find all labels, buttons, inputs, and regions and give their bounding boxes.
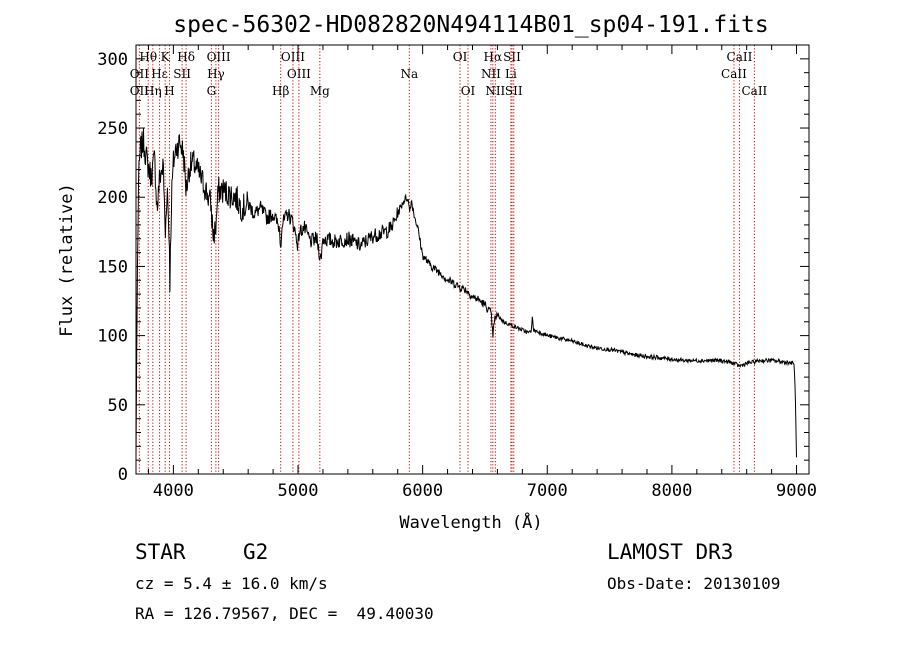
line-marker-label: Na	[400, 67, 418, 81]
y-tick-label: 100	[97, 327, 128, 347]
x-tick-label: 8000	[651, 481, 692, 501]
line-marker-label: NII	[481, 67, 501, 81]
coordinates: RA = 126.79567, DEC = 49.40030	[135, 604, 434, 623]
line-marker-label: Hη	[144, 84, 162, 98]
y-axis-label: Flux (relative)	[57, 183, 77, 337]
line-marker-label: OI	[461, 84, 476, 98]
line-marker-label: Hγ	[207, 67, 225, 81]
y-tick-label: 200	[97, 188, 128, 208]
line-marker-label: Hθ	[139, 50, 157, 64]
line-marker-label: Li	[505, 67, 517, 81]
line-marker-label: NII	[485, 84, 505, 98]
y-tick-label: 150	[97, 257, 128, 277]
line-marker-label: H	[164, 84, 174, 98]
y-tick-label: 300	[97, 50, 128, 70]
x-tick-label: 9000	[776, 481, 817, 501]
line-marker-label: Hδ	[177, 50, 195, 64]
obs-date: Obs-Date: 20130109	[607, 574, 781, 593]
x-tick-label: 4000	[153, 481, 194, 501]
x-axis-label: Wavelength (Å)	[399, 511, 542, 533]
line-marker-label: K	[161, 50, 171, 64]
spectrum-line	[135, 128, 797, 458]
line-marker-label: Hβ	[272, 84, 289, 98]
line-marker-label: OIII	[281, 50, 305, 64]
line-marker-label: OII	[130, 67, 150, 81]
line-marker-label: SII	[505, 84, 523, 98]
y-tick-label: 0	[118, 465, 128, 485]
line-marker-label: OIII	[287, 67, 311, 81]
line-marker-label: SII	[503, 50, 521, 64]
line-marker-label: OIII	[207, 50, 231, 64]
x-tick-label: 6000	[402, 481, 443, 501]
line-marker-label: OI	[453, 50, 468, 64]
line-marker-label: SII	[173, 67, 191, 81]
line-marker-label: Hα	[484, 50, 503, 64]
line-marker-label: Hε	[151, 67, 168, 81]
line-marker-label: G	[207, 84, 217, 98]
line-marker-label: CaII	[741, 84, 767, 98]
chart-title: spec-56302-HD082820N494114B01_sp04-191.f…	[173, 12, 768, 38]
x-tick-label: 5000	[278, 481, 319, 501]
plot-frame	[135, 44, 810, 475]
line-marker-label: Mg	[310, 84, 330, 98]
line-marker-label: CaII	[727, 50, 753, 64]
survey-name: LAMOST DR3	[607, 540, 734, 564]
y-tick-label: 50	[108, 396, 128, 416]
subclass: G2	[243, 540, 269, 564]
line-marker-label: CaII	[721, 67, 747, 81]
x-tick-label: 7000	[527, 481, 568, 501]
object-type: STAR	[135, 540, 186, 564]
line-marker-label: OII	[130, 84, 150, 98]
axes: 4000 5000 6000 7000 8000 9000 0 50 100 150 200 250 3…	[97, 45, 817, 501]
y-tick-label: 250	[97, 119, 128, 139]
redshift: cz = 5.4 ± 16.0 km/s	[135, 574, 328, 593]
